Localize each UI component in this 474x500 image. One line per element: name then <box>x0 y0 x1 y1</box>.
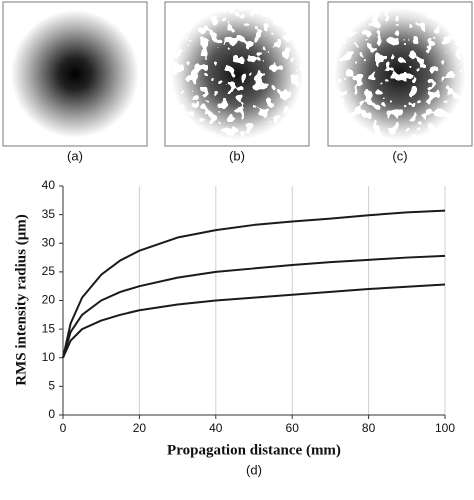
panel-label: (b) <box>229 148 245 163</box>
x-tick-label: 20 <box>133 421 147 435</box>
y-tick-label: 5 <box>48 379 55 393</box>
y-tick-label: 10 <box>42 350 56 364</box>
series-line <box>62 209 446 358</box>
y-tick-label: 35 <box>42 207 56 221</box>
x-tick-label: 60 <box>286 421 300 435</box>
y-tick-label: 15 <box>42 321 56 335</box>
plot-area <box>63 186 445 415</box>
y-tick-label: 25 <box>42 264 56 278</box>
x-tick-label: 40 <box>209 421 223 435</box>
y-tick-label: 20 <box>42 293 56 307</box>
y-tick-label: 30 <box>42 235 56 249</box>
series-line <box>62 254 446 359</box>
panel-b <box>164 1 310 147</box>
series-line <box>62 283 446 359</box>
x-tick-label: 0 <box>60 421 67 435</box>
panel-a <box>2 1 148 147</box>
y-tick-label: 0 <box>48 407 55 421</box>
x-tick-label: 80 <box>362 421 376 435</box>
panel-label: (a) <box>67 148 83 163</box>
y-tick-label: 40 <box>42 178 56 192</box>
panel-c <box>327 1 473 147</box>
x-tick-label: 100 <box>435 421 455 435</box>
y-axis-label: RMS intensity radius (μm) <box>13 214 29 385</box>
chart-caption: (d) <box>246 462 262 477</box>
x-axis-label: Propagation distance (mm) <box>167 442 341 458</box>
panel-label: (c) <box>392 148 407 163</box>
